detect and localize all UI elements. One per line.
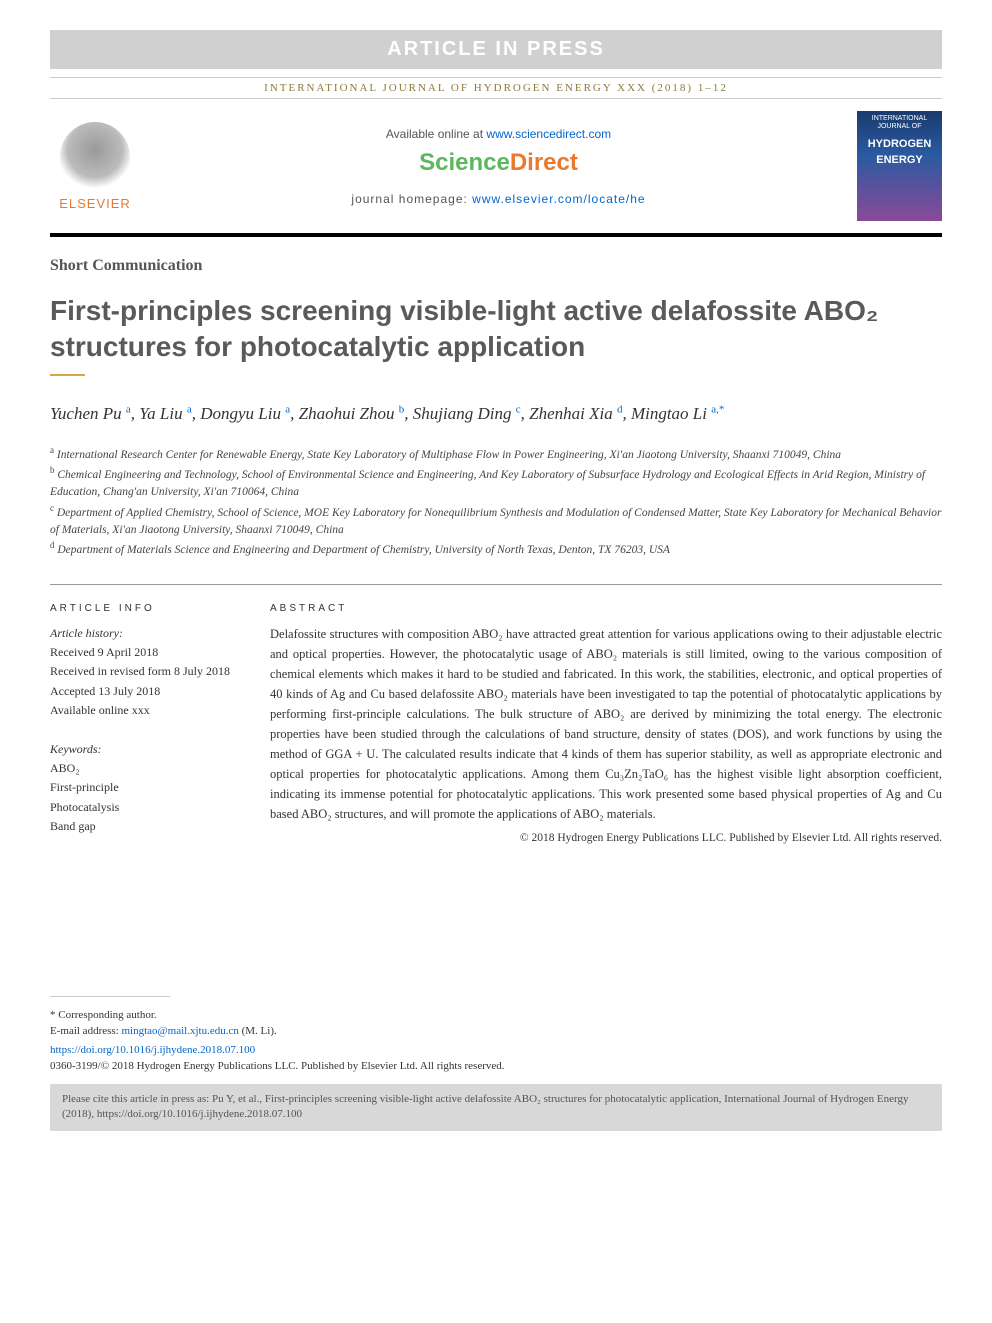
article-info-column: ARTICLE INFO Article history: Received 9… [50,603,240,856]
cover-line1: INTERNATIONAL JOURNAL OF [857,111,942,136]
available-text: Available online at [386,127,487,141]
doi-link[interactable]: https://doi.org/10.1016/j.ijhydene.2018.… [50,1044,255,1056]
authors-list: Yuchen Pu a, Ya Liu a, Dongyu Liu a, Zha… [50,401,942,427]
title-accent-line [50,374,85,376]
author: Zhenhai Xia d [529,404,622,423]
email-name: (M. Li). [239,1025,277,1037]
author: Ya Liu a [139,404,191,423]
email-label: E-mail address: [50,1025,121,1037]
author: Mingtao Li a,* [631,404,724,423]
revised-date: Received in revised form 8 July 2018 [50,662,240,681]
keyword: Photocatalysis [50,798,240,817]
sciencedirect-brand[interactable]: ScienceDirect [160,149,837,177]
corresponding-label: * Corresponding author. [50,1007,942,1024]
author: Dongyu Liu a [200,404,290,423]
available-online: Available online at www.sciencedirect.co… [160,127,837,141]
article-history-block: Article history: Received 9 April 2018 R… [50,624,240,720]
corresponding-author-block: * Corresponding author. E-mail address: … [50,1007,942,1040]
footer-separator [50,996,170,997]
thick-divider [50,233,942,237]
email-link[interactable]: mingtao@mail.xjtu.edu.cn [121,1025,238,1037]
affiliation: d Department of Materials Science and En… [50,539,942,559]
header-row: ELSEVIER Available online at www.science… [50,111,942,221]
abstract-column: ABSTRACT Delafossite structures with com… [270,603,942,856]
brand-direct: Direct [510,149,578,176]
journal-homepage: journal homepage: www.elsevier.com/locat… [160,192,837,206]
article-title: First-principles screening visible-light… [50,293,942,366]
keyword: First-principle [50,778,240,797]
article-info-heading: ARTICLE INFO [50,603,240,614]
cover-line2: HYDROGEN [857,136,942,152]
author: Shujiang Ding c [413,404,521,423]
affiliation: b Chemical Engineering and Technology, S… [50,464,942,501]
article-in-press-banner: ARTICLE IN PRESS [50,30,942,69]
two-column-section: ARTICLE INFO Article history: Received 9… [50,584,942,856]
header-center: Available online at www.sciencedirect.co… [160,127,837,206]
elsevier-tree-icon [60,122,130,192]
abstract-copyright: © 2018 Hydrogen Energy Publications LLC.… [270,832,942,844]
issn-copyright-line: 0360-3199/© 2018 Hydrogen Energy Publica… [50,1060,942,1072]
journal-reference-bar: INTERNATIONAL JOURNAL OF HYDROGEN ENERGY… [50,77,942,99]
journal-cover-thumbnail[interactable]: INTERNATIONAL JOURNAL OF HYDROGEN ENERGY [857,111,942,221]
accepted-date: Accepted 13 July 2018 [50,682,240,701]
keyword: Band gap [50,817,240,836]
keywords-label: Keywords: [50,740,240,759]
author: Zhaohui Zhou b [299,404,405,423]
author: Yuchen Pu a [50,404,131,423]
history-label: Article history: [50,624,240,643]
brand-science: Science [419,149,510,176]
online-date: Available online xxx [50,701,240,720]
elsevier-text: ELSEVIER [59,196,131,211]
affiliation: a International Research Center for Rene… [50,444,942,464]
keywords-block: Keywords: ABO₂First-principlePhotocataly… [50,740,240,836]
sciencedirect-link[interactable]: www.sciencedirect.com [486,127,611,141]
abstract-text: Delafossite structures with composition … [270,624,942,824]
elsevier-logo[interactable]: ELSEVIER [50,116,140,216]
affiliation: c Department of Applied Chemistry, Schoo… [50,502,942,539]
homepage-label: journal homepage: [351,192,472,206]
email-line: E-mail address: mingtao@mail.xjtu.edu.cn… [50,1023,942,1040]
homepage-link[interactable]: www.elsevier.com/locate/he [472,192,645,206]
abstract-heading: ABSTRACT [270,603,942,614]
cover-line3: ENERGY [857,152,942,168]
affiliations-list: a International Research Center for Rene… [50,444,942,559]
article-type: Short Communication [50,257,942,275]
received-date: Received 9 April 2018 [50,643,240,662]
keyword: ABO₂ [50,759,240,778]
citation-box: Please cite this article in press as: Pu… [50,1084,942,1131]
